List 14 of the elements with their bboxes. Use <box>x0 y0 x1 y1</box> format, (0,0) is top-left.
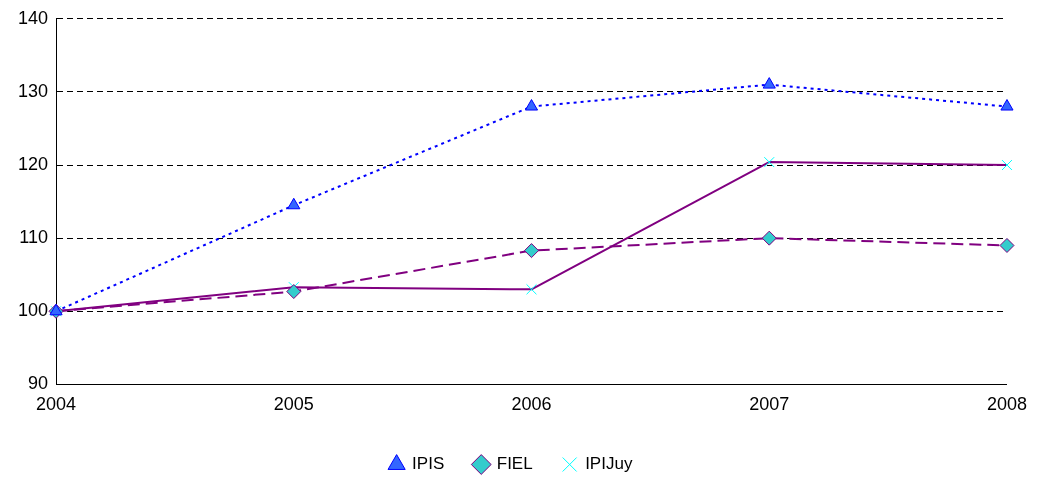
y-tick-label: 110 <box>19 227 49 248</box>
legend-label: IPIS <box>412 454 445 474</box>
y-tick-label: 140 <box>17 7 49 28</box>
x-tick-label: 2004 <box>36 394 77 415</box>
legend-label: FIEL <box>496 454 533 474</box>
y-tick-label: 130 <box>17 80 49 101</box>
x-tick-label: 2007 <box>749 394 790 415</box>
y-tick-label: 120 <box>17 154 49 175</box>
y-tick-label: 100 <box>17 300 49 321</box>
legend-label: IPIJuy <box>585 454 633 474</box>
x-tick-label: 2006 <box>511 394 552 415</box>
y-tick-label: 90 <box>28 373 49 394</box>
x-tick-label: 2005 <box>273 394 314 415</box>
x-tick-label: 2008 <box>986 394 1027 415</box>
